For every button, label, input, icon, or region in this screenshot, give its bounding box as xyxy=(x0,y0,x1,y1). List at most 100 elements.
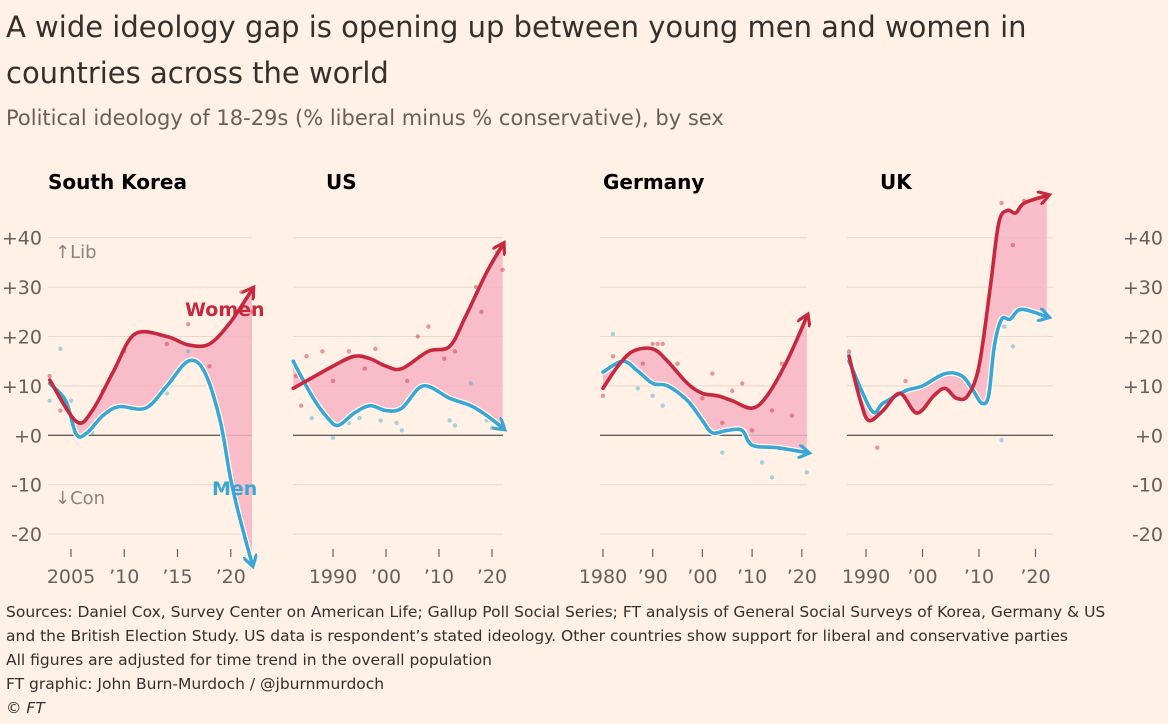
men-data-point xyxy=(468,381,473,386)
men-data-point xyxy=(610,331,616,337)
men-line xyxy=(847,309,1047,415)
women-data-point xyxy=(749,428,755,433)
men-line-halo xyxy=(846,306,1048,416)
y-tick-label: +30 xyxy=(1123,277,1163,299)
men-line xyxy=(291,359,502,428)
women-data-point xyxy=(720,420,725,426)
panel-germany: Germany 1980 ’90 ’00 ’10 ’20 xyxy=(579,170,817,588)
men-data-point xyxy=(185,349,191,354)
men-data-point xyxy=(635,386,640,391)
men-data-point xyxy=(759,460,765,465)
women-data-point xyxy=(249,309,255,314)
women-data-point xyxy=(875,445,880,450)
men-series-label: Men xyxy=(212,478,257,500)
sources-note: Sources: Daniel Cox, Survey Center on Am… xyxy=(6,600,1105,720)
women-data-point xyxy=(330,378,336,384)
men-data-point xyxy=(164,391,170,396)
y-tick-label: +10 xyxy=(2,376,42,398)
credit-line: FT graphic: John Burn-Murdoch / @jburnmu… xyxy=(6,675,385,693)
men-data-point xyxy=(720,450,725,455)
men-data-point xyxy=(999,438,1004,443)
women-data-point xyxy=(600,393,606,398)
conservative-direction-label: ↓Con xyxy=(55,488,105,509)
men-data-point xyxy=(769,475,775,480)
women-data-point xyxy=(442,356,447,361)
y-tick-label: -10 xyxy=(11,475,42,497)
women-data-point xyxy=(239,289,244,295)
women-data-point xyxy=(362,366,367,371)
y-tick-label: +10 xyxy=(1123,376,1163,398)
x-tick-label: ’20 xyxy=(787,566,817,588)
men-data-point xyxy=(309,415,314,421)
x-tick-label: ’90 xyxy=(638,566,668,588)
women-data-point xyxy=(710,371,715,376)
women-line xyxy=(47,290,252,425)
women-data-point xyxy=(779,361,785,366)
source-line: Sources: Daniel Cox, Survey Center on Am… xyxy=(6,603,1106,621)
women-data-point xyxy=(346,349,352,354)
women-data-point xyxy=(320,349,325,354)
x-tick-label: ’20 xyxy=(1020,566,1050,588)
x-tick-label: 2005 xyxy=(47,566,95,588)
source-line: and the British Election Study. US data … xyxy=(6,627,1068,645)
x-tick-label: ’20 xyxy=(216,566,246,588)
men-data-point xyxy=(68,398,74,403)
x-tick-label: ’10 xyxy=(737,566,767,588)
panel-uk: UK 1990 ’00 ’10 ’20 +40 +30 +20 +10 +0 -10 -20 xyxy=(842,170,1163,588)
x-tick-label: ’15 xyxy=(162,566,192,588)
women-data-point xyxy=(304,354,309,359)
panel-title: UK xyxy=(880,170,913,194)
women-data-point xyxy=(789,413,795,418)
x-tick-label: ’00 xyxy=(371,566,401,588)
men-data-point xyxy=(399,428,405,433)
men-data-point xyxy=(660,403,665,408)
copyright: © FT xyxy=(6,699,45,717)
panel-us: US 1990 ’00 ’10 ’20 xyxy=(290,170,507,588)
women-data-point xyxy=(903,378,908,384)
women-data-point xyxy=(164,341,170,347)
x-tick-label: ’00 xyxy=(687,566,717,588)
men-data-point xyxy=(447,418,452,423)
panel-title: South Korea xyxy=(48,170,187,194)
panel-title: Germany xyxy=(603,170,704,194)
men-data-point xyxy=(378,418,383,423)
x-tick-label: 1990 xyxy=(309,566,357,588)
y-tick-label: +40 xyxy=(1123,228,1163,250)
women-data-point xyxy=(373,346,378,352)
x-tick-label: ’10 xyxy=(109,566,139,588)
women-data-point xyxy=(452,349,458,354)
men-data-point xyxy=(1010,344,1016,349)
women-line xyxy=(847,196,1047,423)
women-data-point xyxy=(650,341,655,347)
men-data-point xyxy=(452,423,458,428)
men-line xyxy=(601,359,807,452)
source-line: All figures are adjusted for time trend … xyxy=(6,651,492,669)
x-tick-label: ’20 xyxy=(477,566,507,588)
women-line xyxy=(291,245,502,391)
x-tick-label: 1980 xyxy=(579,566,627,588)
women-data-point xyxy=(299,403,304,408)
y-tick-label: +20 xyxy=(1123,327,1163,349)
women-data-point xyxy=(500,267,505,273)
women-data-point xyxy=(185,321,191,327)
x-tick-label: ’10 xyxy=(424,566,454,588)
y-tick-label: +0 xyxy=(1135,425,1163,447)
chart-title: A wide ideology gap is opening up betwee… xyxy=(6,10,1027,90)
women-data-point xyxy=(47,373,52,379)
gap-area xyxy=(849,195,1047,421)
women-data-point xyxy=(846,349,852,354)
women-data-point xyxy=(999,200,1004,206)
women-series-label: Women xyxy=(185,299,265,321)
women-data-point xyxy=(769,408,775,413)
men-data-point xyxy=(357,415,362,421)
women-line xyxy=(601,317,807,410)
women-data-point xyxy=(610,354,616,359)
y-tick-label: +30 xyxy=(2,277,42,299)
women-data-point xyxy=(730,388,735,394)
women-data-point xyxy=(655,341,660,347)
women-data-point xyxy=(58,408,63,413)
men-data-point xyxy=(394,420,399,426)
y-tick-label: +0 xyxy=(14,425,42,447)
men-data-point xyxy=(330,435,336,440)
